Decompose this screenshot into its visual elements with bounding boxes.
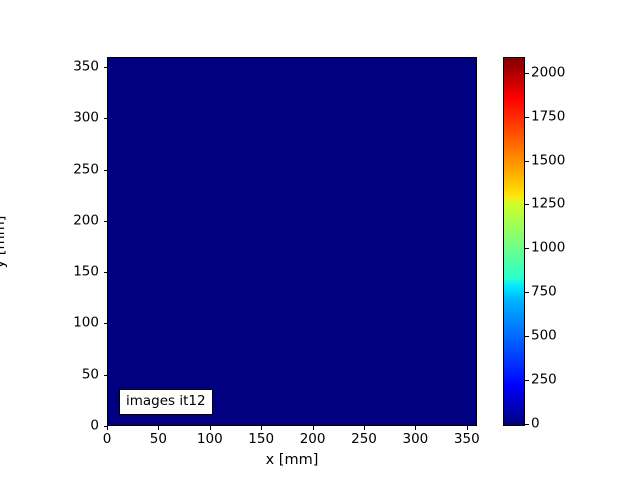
xtick-label-350: 350 bbox=[453, 431, 480, 447]
y-axis-label: y [mm] bbox=[0, 215, 8, 268]
xtick-mark-150 bbox=[261, 426, 263, 430]
ytick-label-0: 0 bbox=[90, 417, 99, 434]
ctick-mark-1750 bbox=[525, 116, 529, 118]
xtick-label-200: 200 bbox=[299, 431, 326, 447]
ytick-label-350: 350 bbox=[73, 58, 99, 75]
ytick-mark-300 bbox=[103, 118, 107, 120]
xtick-mark-250 bbox=[364, 426, 365, 430]
xtick-label-250: 250 bbox=[351, 431, 377, 447]
ytick-mark-100 bbox=[103, 323, 107, 325]
ctick-mark-1250 bbox=[525, 204, 529, 206]
xtick-mark-50 bbox=[158, 426, 160, 430]
ctick-mark-1000 bbox=[525, 248, 529, 250]
ytick-label-250: 250 bbox=[73, 160, 99, 177]
ctick-mark-2000 bbox=[525, 72, 529, 74]
heatmap-image bbox=[108, 58, 476, 425]
ctick-label-250: 250 bbox=[531, 371, 557, 388]
ytick-label-150: 150 bbox=[73, 263, 99, 280]
xtick-label-100: 100 bbox=[196, 431, 223, 447]
ctick-label-1500: 1500 bbox=[531, 151, 566, 168]
image-axes[interactable]: images it12 bbox=[107, 57, 477, 426]
ytick-mark-50 bbox=[103, 374, 107, 376]
xtick-mark-0 bbox=[107, 426, 108, 430]
xtick-mark-100 bbox=[209, 426, 211, 430]
annotation-label: images it12 bbox=[126, 392, 206, 409]
ctick-label-1750: 1750 bbox=[531, 107, 566, 124]
ctick-label-2000: 2000 bbox=[531, 63, 566, 80]
ctick-label-500: 500 bbox=[531, 327, 557, 344]
xtick-mark-350 bbox=[466, 426, 468, 430]
ctick-mark-1500 bbox=[525, 160, 529, 162]
ctick-label-0: 0 bbox=[531, 415, 540, 432]
ytick-mark-0 bbox=[103, 426, 107, 427]
colorbar[interactable] bbox=[503, 57, 525, 426]
xtick-mark-300 bbox=[415, 426, 417, 430]
ytick-mark-150 bbox=[103, 272, 107, 274]
xtick-label-300: 300 bbox=[402, 431, 429, 447]
xtick-label-150: 150 bbox=[248, 431, 275, 447]
ytick-label-300: 300 bbox=[73, 109, 99, 126]
x-axis-label: x [mm] bbox=[265, 452, 319, 468]
ctick-mark-250 bbox=[525, 380, 529, 382]
xtick-label-0: 0 bbox=[102, 431, 112, 447]
ytick-label-100: 100 bbox=[73, 314, 99, 331]
ctick-label-1250: 1250 bbox=[531, 195, 566, 212]
colorbar-gradient bbox=[504, 58, 524, 425]
ctick-label-750: 750 bbox=[531, 283, 557, 300]
annotation-textbox: images it12 bbox=[119, 388, 213, 415]
xtick-label-50: 50 bbox=[149, 431, 167, 447]
xtick-mark-200 bbox=[312, 426, 314, 430]
ctick-label-1000: 1000 bbox=[531, 239, 566, 256]
ytick-mark-350 bbox=[103, 67, 107, 68]
ctick-mark-0 bbox=[525, 424, 529, 426]
ytick-mark-200 bbox=[103, 220, 107, 222]
ytick-mark-250 bbox=[103, 169, 107, 171]
ytick-label-200: 200 bbox=[73, 212, 99, 229]
ctick-mark-500 bbox=[525, 336, 529, 338]
ytick-label-50: 50 bbox=[81, 365, 99, 382]
ctick-mark-750 bbox=[525, 292, 529, 294]
